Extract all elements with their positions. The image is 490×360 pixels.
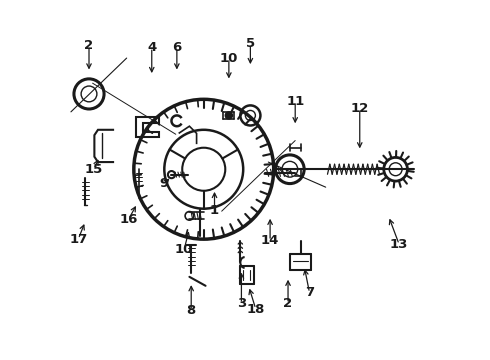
Text: 1: 1 (210, 204, 219, 217)
Text: 8: 8 (187, 305, 196, 318)
Text: 14: 14 (261, 234, 279, 247)
Text: 16: 16 (119, 213, 138, 226)
Text: 6: 6 (172, 41, 181, 54)
Text: 11: 11 (286, 95, 304, 108)
Text: 17: 17 (69, 233, 87, 246)
Text: 2: 2 (284, 297, 293, 310)
Text: 5: 5 (246, 37, 255, 50)
Text: 9: 9 (160, 177, 169, 190)
Text: 2: 2 (84, 39, 94, 52)
Text: 7: 7 (305, 287, 314, 300)
Text: 4: 4 (147, 41, 156, 54)
Text: 15: 15 (85, 163, 103, 176)
Circle shape (225, 112, 232, 119)
Text: 10: 10 (175, 243, 193, 256)
Text: 13: 13 (390, 238, 408, 251)
Text: 3: 3 (237, 297, 246, 310)
Text: 12: 12 (351, 102, 369, 115)
Text: 10: 10 (220, 51, 238, 64)
Text: 18: 18 (246, 303, 265, 316)
